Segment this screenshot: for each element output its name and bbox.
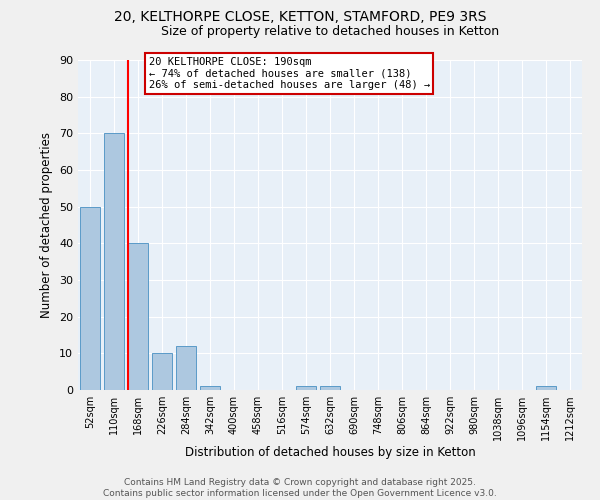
Y-axis label: Number of detached properties: Number of detached properties	[40, 132, 53, 318]
Bar	[152, 354, 172, 390]
Bar	[536, 386, 556, 390]
Title: Size of property relative to detached houses in Ketton: Size of property relative to detached ho…	[161, 25, 499, 38]
Bar	[128, 244, 148, 390]
Bar	[296, 386, 316, 390]
Bar	[200, 386, 220, 390]
Bar	[320, 386, 340, 390]
Bar	[80, 206, 100, 390]
Bar	[176, 346, 196, 390]
X-axis label: Distribution of detached houses by size in Ketton: Distribution of detached houses by size …	[185, 446, 475, 459]
Text: 20 KELTHORPE CLOSE: 190sqm
← 74% of detached houses are smaller (138)
26% of sem: 20 KELTHORPE CLOSE: 190sqm ← 74% of deta…	[149, 56, 430, 90]
Bar	[104, 134, 124, 390]
Text: 20, KELTHORPE CLOSE, KETTON, STAMFORD, PE9 3RS: 20, KELTHORPE CLOSE, KETTON, STAMFORD, P…	[114, 10, 486, 24]
Text: Contains HM Land Registry data © Crown copyright and database right 2025.
Contai: Contains HM Land Registry data © Crown c…	[103, 478, 497, 498]
